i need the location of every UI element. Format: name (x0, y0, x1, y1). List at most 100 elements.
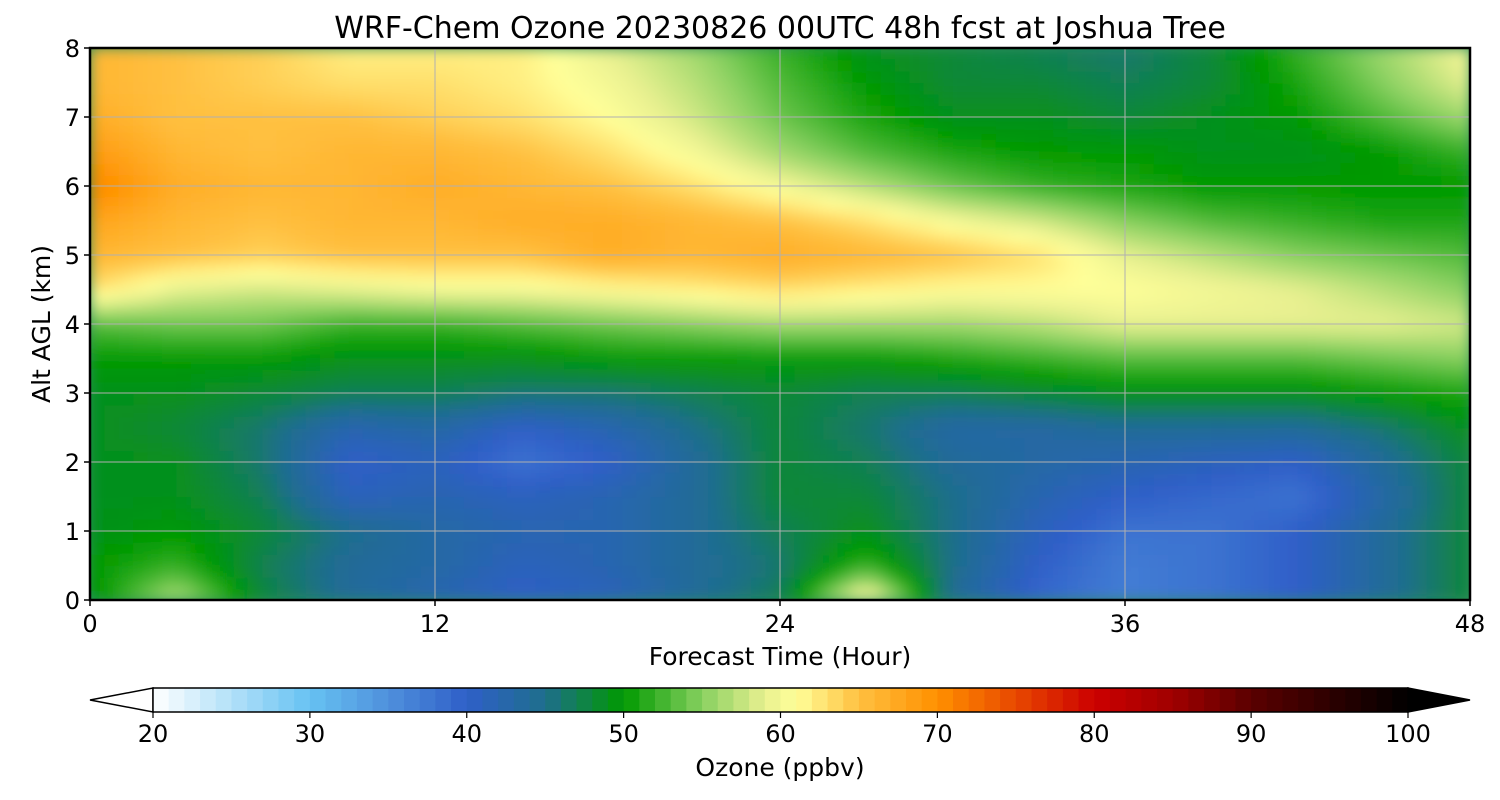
heatmap-cell (751, 128, 767, 141)
heatmap-cell (1110, 289, 1126, 302)
heatmap-cell (851, 531, 868, 544)
heatmap-cell (391, 347, 408, 360)
heatmap-cell (1311, 117, 1328, 130)
heatmap-cell (578, 312, 594, 325)
heatmap-cell (1225, 71, 1241, 84)
heatmap-cell (1455, 347, 1470, 360)
heatmap-cell (751, 117, 767, 130)
heatmap-cell (118, 427, 134, 440)
heatmap-cell (1211, 450, 1227, 463)
heatmap-cell (1053, 519, 1069, 532)
heatmap-cell (377, 508, 393, 521)
heatmap-cell (535, 140, 551, 153)
heatmap-cell (104, 404, 120, 417)
heatmap-cell (909, 266, 925, 279)
colorbar-segment (655, 688, 672, 712)
heatmap-cell (909, 255, 925, 268)
heatmap-cell (90, 358, 106, 371)
heatmap-cell (1355, 278, 1371, 291)
heatmap-cell (636, 105, 652, 118)
heatmap-cell (851, 347, 868, 360)
heatmap-cell (923, 105, 939, 118)
heatmap-cell (607, 473, 623, 486)
heatmap-cell (521, 266, 537, 279)
heatmap-cell (837, 140, 853, 153)
heatmap-cell (1125, 71, 1141, 84)
heatmap-cell (1398, 255, 1414, 268)
heatmap-cell (1455, 565, 1470, 578)
heatmap-cell (506, 335, 523, 348)
heatmap-cell (118, 358, 134, 371)
heatmap-cell (564, 266, 580, 279)
heatmap-cell (650, 508, 666, 521)
heatmap-cell (1441, 301, 1457, 314)
heatmap-cell (966, 554, 983, 567)
heatmap-cell (909, 450, 925, 463)
heatmap-cell (794, 151, 810, 164)
heatmap-cell (334, 473, 350, 486)
heatmap-cell (118, 71, 134, 84)
heatmap-cell (104, 370, 120, 383)
heatmap-cell (722, 94, 738, 107)
heatmap-cell (636, 151, 652, 164)
heatmap-cell (1125, 347, 1141, 360)
heatmap-cell (535, 255, 551, 268)
heatmap-cell (650, 48, 666, 61)
heatmap-cell (1010, 588, 1026, 600)
heatmap-cell (607, 278, 623, 291)
heatmap-cell (1340, 393, 1356, 406)
heatmap-cell (1153, 82, 1169, 95)
heatmap-cell (1311, 94, 1328, 107)
heatmap-cell (248, 220, 264, 233)
heatmap-cell (794, 404, 810, 417)
heatmap-cell (1426, 48, 1443, 61)
heatmap-cell (492, 358, 508, 371)
heatmap-cell (118, 554, 134, 567)
heatmap-cell (564, 243, 580, 256)
heatmap-cell (219, 473, 235, 486)
heatmap-cell (334, 347, 350, 360)
heatmap-cell (133, 416, 149, 429)
heatmap-cell (1196, 473, 1213, 486)
heatmap-cell (593, 531, 609, 544)
heatmap-cell (521, 278, 537, 291)
heatmap-cell (1110, 427, 1126, 440)
heatmap-cell (521, 381, 537, 394)
heatmap-cell (650, 335, 666, 348)
heatmap-cell (650, 312, 666, 325)
heatmap-cell (722, 404, 738, 417)
heatmap-cell (938, 278, 954, 291)
heatmap-cell (693, 59, 709, 72)
heatmap-cell (578, 186, 594, 199)
heatmap-cell (1168, 404, 1184, 417)
heatmap-cell (880, 335, 896, 348)
heatmap-cell (1225, 531, 1241, 544)
heatmap-cell (751, 301, 767, 314)
heatmap-cell (205, 393, 221, 406)
heatmap-cell (851, 174, 868, 187)
heatmap-cell (1455, 289, 1470, 302)
heatmap-cell (679, 531, 695, 544)
chart-title: WRF-Chem Ozone 20230826 00UTC 48h fcst a… (334, 11, 1226, 46)
heatmap-cell (1426, 82, 1443, 95)
heatmap-cell (1182, 485, 1198, 498)
heatmap-cell (1297, 439, 1313, 452)
heatmap-cell (176, 186, 192, 199)
heatmap-cell (133, 427, 149, 440)
heatmap-cell (463, 577, 479, 590)
heatmap-cell (578, 82, 594, 95)
heatmap-cell (406, 163, 422, 176)
heatmap-cell (90, 508, 106, 521)
heatmap-cell (1455, 404, 1470, 417)
colorbar-segment (623, 688, 640, 712)
heatmap-cell (966, 151, 983, 164)
heatmap-cell (1067, 105, 1083, 118)
heatmap-cell (938, 301, 954, 314)
heatmap-cell (521, 404, 537, 417)
y-tick-label: 0 (65, 587, 80, 615)
heatmap-cell (1081, 531, 1098, 544)
heatmap-cell (1297, 220, 1313, 233)
heatmap-cell (880, 565, 896, 578)
heatmap-cell (334, 393, 350, 406)
heatmap-cell (1125, 186, 1141, 199)
